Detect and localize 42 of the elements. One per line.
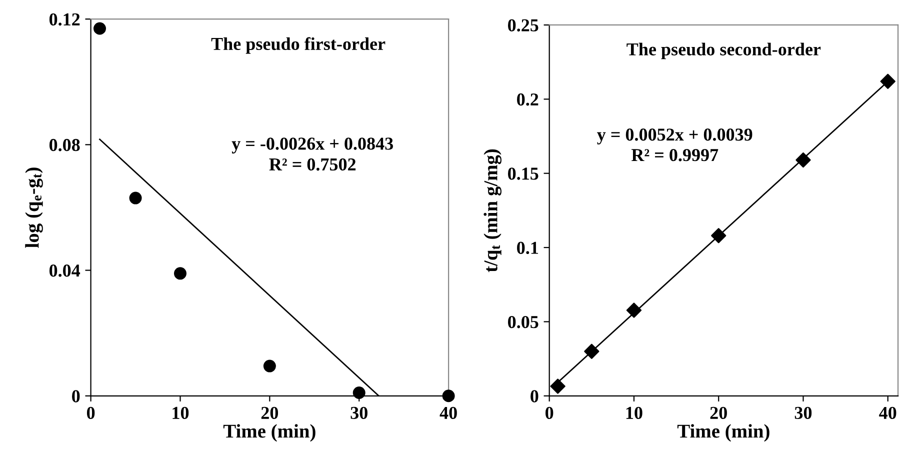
x-tick-label: 40 — [440, 406, 457, 420]
x-tick-label: 40 — [879, 406, 896, 420]
y-axis-title: log (q$_{e}$-g$_{t}$) — [25, 168, 43, 248]
annotation: R² = 0.7502 — [269, 158, 356, 171]
y-tick-label: 0.12 — [49, 13, 80, 26]
y-tick-label: 0.15 — [508, 168, 538, 180]
y-tick-label: 0 — [530, 390, 538, 402]
point — [880, 74, 896, 89]
point — [550, 378, 566, 394]
x-tick-label: 10 — [172, 406, 189, 420]
annotation: y = 0.0052x + 0.0039 — [597, 128, 752, 144]
point — [352, 386, 366, 399]
x-tick-label: 20 — [710, 406, 727, 420]
x-tick-label: 20 — [261, 406, 278, 420]
point — [796, 152, 811, 168]
point — [174, 267, 186, 280]
point — [626, 302, 642, 318]
x-tick-label: 0 — [546, 406, 554, 420]
y-tick-label: 0.2 — [517, 93, 538, 106]
x-tick-label: 10 — [626, 406, 642, 420]
y-tick-label: 0.05 — [508, 316, 538, 328]
y-axis-title: t/q$_{t}$ (min g/mg) — [484, 149, 502, 272]
x-axis-title: Time (min) — [677, 424, 770, 442]
x-axis-title: Time (min) — [223, 424, 316, 442]
annotation: y = -0.0026x + 0.0843 — [232, 138, 393, 154]
point — [93, 22, 106, 35]
point — [584, 344, 600, 359]
point — [129, 192, 142, 204]
point — [263, 360, 276, 372]
x-tick-label: 30 — [794, 406, 812, 420]
annotation: R² = 0.9997 — [631, 148, 718, 162]
y-tick-label: 0.1 — [517, 242, 538, 254]
point — [442, 390, 455, 402]
x-tick-label: 0 — [86, 406, 95, 420]
y-tick-label: 0 — [72, 390, 80, 402]
x-tick-label: 30 — [350, 406, 368, 420]
y-tick-label: 0.04 — [49, 264, 80, 277]
y-tick-label: 0.25 — [508, 19, 538, 32]
point — [711, 228, 726, 244]
text: The pseudo second-order — [626, 42, 821, 60]
text: The pseudo first-order — [211, 37, 386, 54]
y-tick-label: 0.08 — [49, 138, 80, 152]
